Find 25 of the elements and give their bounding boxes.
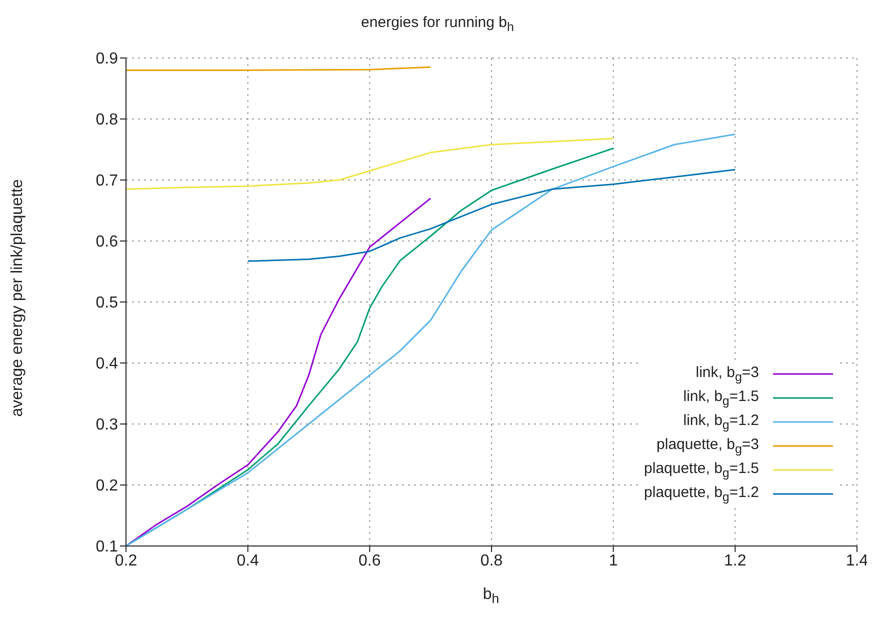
y-tick-label: 0.2 — [96, 478, 118, 495]
legend-label: link, b$_{g}$=3 — [696, 364, 759, 384]
x-tick-label: 0.4 — [236, 552, 260, 570]
x-axis-title: b$_{h}$ — [482, 586, 500, 606]
chart-title: energies for running b$_{h}$ — [361, 14, 514, 34]
x-tick-label: 1.2 — [724, 552, 746, 570]
y-tick-label: 0.5 — [96, 294, 118, 312]
line-series — [126, 198, 432, 546]
x-tick-label: 0.8 — [480, 552, 503, 570]
y-tick-label: 0.4 — [96, 356, 118, 373]
y-tick-label: 0.3 — [96, 416, 118, 434]
x-tick-label: 1 — [608, 552, 618, 570]
legend-label: link, b$_{g}$=1.2 — [683, 412, 759, 432]
legend-label: plaquette, b$_{g}$=1.5 — [644, 460, 759, 480]
x-tick-label: 0.6 — [358, 552, 381, 570]
line-series — [126, 138, 614, 190]
y-tick-label: 0.8 — [96, 112, 118, 129]
y-tick-label: 0.9 — [96, 50, 118, 68]
line-series — [247, 168, 736, 262]
y-tick-label: 0.6 — [96, 234, 118, 251]
legend-label: plaquette, b$_{g}$=1.2 — [644, 484, 759, 504]
y-axis-title: average energy per link/plaquette — [9, 179, 26, 417]
y-tick-label: 0.7 — [96, 172, 118, 190]
legend-label: link, b$_{g}$=1.5 — [683, 388, 759, 408]
legend-label: plaquette, b$_{g}$=3 — [656, 436, 759, 456]
